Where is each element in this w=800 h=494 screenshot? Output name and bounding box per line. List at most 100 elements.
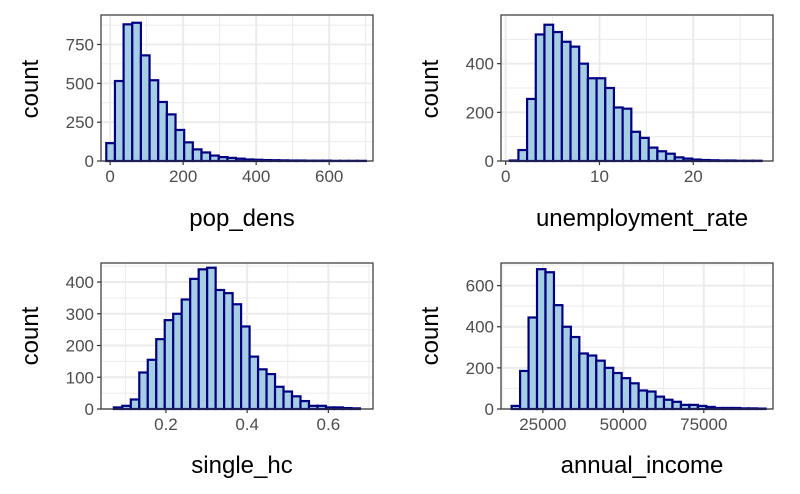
histogram-bar <box>197 268 209 411</box>
x-tick-label: 75000 <box>680 415 727 434</box>
histogram-bar <box>586 77 598 163</box>
x-axis-title: annual_income <box>561 452 724 479</box>
y-tick-label: 0 <box>85 152 94 171</box>
panel-top-left: 0 200 400 600 0 250 500 750 pop_dens count <box>17 14 374 232</box>
histogram-bar <box>656 150 668 163</box>
y-tick-label: 750 <box>66 36 94 55</box>
histogram-bar <box>662 398 674 411</box>
histogram-bar <box>679 403 691 411</box>
histogram-bar <box>604 86 616 163</box>
histogram-bar <box>630 130 642 163</box>
x-tick-label: 0 <box>501 167 510 186</box>
histogram-bar <box>209 154 220 163</box>
histogram-bar <box>552 30 563 163</box>
histogram-bar <box>569 335 581 411</box>
y-tick-label: 300 <box>66 305 94 324</box>
panel-border <box>500 14 774 162</box>
histogram-bar <box>535 268 547 411</box>
panel-border <box>500 262 774 410</box>
x-tick-label: 0.6 <box>317 415 341 434</box>
panel-border <box>100 262 374 410</box>
histogram-bar <box>629 382 640 411</box>
histogram-bar <box>527 316 539 411</box>
y-tick-label: 0 <box>485 152 494 171</box>
histogram-bar <box>638 136 650 163</box>
y-axis-title: count <box>417 306 444 365</box>
histogram-bar <box>620 377 632 411</box>
histogram-bar <box>671 400 683 411</box>
histogram-bar <box>139 54 151 163</box>
y-axis-title: count <box>417 59 444 118</box>
histogram-bar <box>595 77 607 163</box>
y-tick-label: 100 <box>66 368 94 387</box>
y-tick-label: 500 <box>66 74 94 93</box>
histogram-bar <box>534 33 546 163</box>
panel-bottom-left: 0.2 0.4 0.6 0 100 200 300 400 single_hc count <box>17 262 374 479</box>
histogram-bar <box>183 141 194 163</box>
histogram-bar <box>664 152 676 163</box>
histogram-bar <box>637 389 649 411</box>
histogram-bar <box>621 107 633 163</box>
histogram-bar <box>647 146 659 163</box>
histogram-bar <box>282 390 294 411</box>
histogram-bar <box>552 304 564 411</box>
y-tick-label: 400 <box>466 318 494 337</box>
histogram-bar <box>157 100 168 163</box>
histogram-bar <box>569 45 581 163</box>
histogram-bar <box>612 106 624 163</box>
histogram-bar <box>105 142 117 163</box>
histogram-bar <box>290 395 302 411</box>
histogram-bar <box>299 399 311 411</box>
histogram-bar <box>163 319 175 411</box>
histogram-bar <box>603 366 615 411</box>
y-axis-title: count <box>17 306 44 365</box>
y-tick-label: 0 <box>85 400 94 419</box>
histogram-bar <box>578 352 589 411</box>
histogram-bar <box>595 359 606 411</box>
histogram-bar <box>223 292 234 411</box>
y-tick-label: 400 <box>66 273 94 292</box>
x-tick-label: 0 <box>105 167 114 186</box>
x-tick-label: 10 <box>590 167 609 186</box>
histogram-bar <box>180 298 192 411</box>
y-tick-label: 250 <box>66 113 94 132</box>
x-tick-label: 0.4 <box>235 415 259 434</box>
histogram-bar <box>543 23 555 163</box>
histogram-bar <box>561 325 572 411</box>
histogram-bar <box>645 390 657 411</box>
histogram-bar <box>544 271 556 411</box>
histogram-bar <box>560 40 572 163</box>
histogram-bar <box>525 97 537 163</box>
x-tick-label: 50000 <box>600 415 647 434</box>
x-tick-label: 400 <box>242 167 270 186</box>
x-tick-label: 600 <box>315 167 343 186</box>
histogram-bar <box>654 395 666 411</box>
x-axis-title: unemployment_rate <box>536 205 748 232</box>
histogram-bar <box>146 358 158 411</box>
y-tick-label: 200 <box>466 359 494 378</box>
histogram-bar <box>231 303 243 411</box>
histogram-bar <box>113 79 125 163</box>
y-tick-label: 600 <box>466 277 494 296</box>
x-axis-title: single_hc <box>191 452 292 479</box>
x-tick-label: 200 <box>169 167 197 186</box>
histogram-bar <box>518 369 530 411</box>
histogram-bar <box>256 368 268 411</box>
y-tick-label: 200 <box>66 337 94 356</box>
y-axis-title: count <box>17 59 44 118</box>
histogram-bar <box>586 354 598 411</box>
x-tick-label: 20 <box>684 167 703 186</box>
y-tick-label: 0 <box>485 400 494 419</box>
histogram-bar <box>688 403 699 411</box>
histogram-bar <box>189 277 200 411</box>
x-axis-title: pop_dens <box>189 205 294 232</box>
histogram-bar <box>578 62 589 163</box>
histogram-bar <box>174 128 186 163</box>
histogram-bar <box>612 371 623 411</box>
histogram-bar <box>200 151 212 163</box>
histogram-bar <box>248 355 260 411</box>
histogram-bar <box>122 23 134 163</box>
histogram-bar <box>165 113 177 163</box>
